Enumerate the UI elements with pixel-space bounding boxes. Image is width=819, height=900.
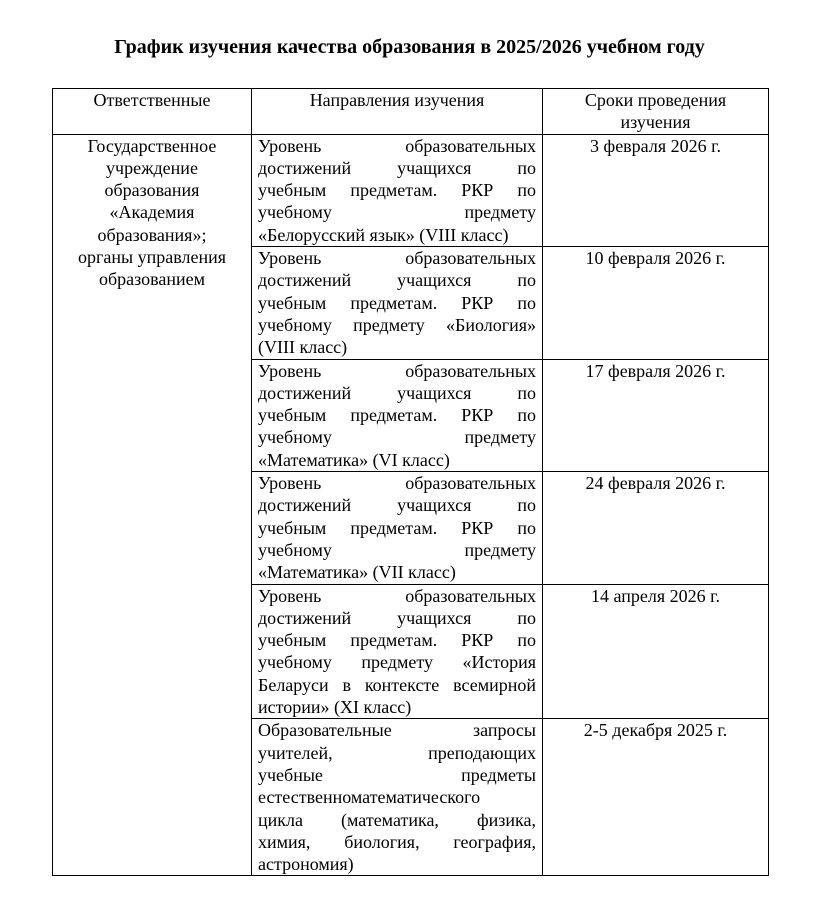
date-cell: 24 февраля 2026 г. xyxy=(542,471,769,585)
header-responsible: Ответственные xyxy=(52,88,252,135)
direction-line: цикла (математика, физика, xyxy=(258,809,536,830)
responsible-line: «Академия xyxy=(109,202,195,223)
direction-line: учебному предмету xyxy=(258,202,536,223)
document-title: График изучения качества образования в 2… xyxy=(114,36,705,58)
direction-line: достижений учащихся по xyxy=(258,157,536,178)
responsible-line: образованием xyxy=(98,269,206,290)
table-header-row: Ответственные Направления изучения Сроки… xyxy=(52,88,769,135)
table-row: Уровень образовательных достижений учащих… xyxy=(53,471,769,585)
direction-line: химия, биология, география, xyxy=(258,831,536,852)
direction-line: Образовательные запросы xyxy=(258,720,536,741)
header-dates: Сроки проведения изучения xyxy=(542,88,769,135)
table-row: Уровень образовательных достижений учащих… xyxy=(53,246,769,360)
date-cell: 17 февраля 2026 г. xyxy=(542,358,769,473)
table-row: Уровень образовательных достижений учащих… xyxy=(53,583,769,720)
direction-line: учебные предметы xyxy=(258,764,536,785)
direction-line: Беларуси в контексте всемирной xyxy=(258,674,536,695)
direction-cell: Образовательные запросы учителей, препода… xyxy=(251,718,543,877)
direction-cell: Уровень образовательных достижений учащих… xyxy=(251,471,543,585)
header-directions: Направления изучения xyxy=(251,88,543,135)
direction-line: Уровень образовательных xyxy=(258,248,536,269)
direction-line: «Математика» (VI класс) xyxy=(258,449,450,470)
direction-cell: Уровень образовательных достижений учащих… xyxy=(251,358,543,473)
responsible-line: образования»; xyxy=(97,224,207,245)
direction-cell: Уровень образовательных достижений учащих… xyxy=(251,583,543,720)
direction-line: естественноматематического xyxy=(258,787,481,808)
direction-line: учителей, преподающих xyxy=(258,742,536,763)
direction-line: учебным предметам. РКР по xyxy=(258,405,536,426)
direction-cell: Уровень образовательных достижений учащих… xyxy=(251,133,543,248)
direction-line: достижений учащихся по xyxy=(258,495,536,516)
direction-line: достижений учащихся по xyxy=(258,270,536,291)
direction-line: «Математика» (VII класс) xyxy=(258,562,456,583)
direction-line: учебным предметам. РКР по xyxy=(258,292,536,313)
direction-line: учебным предметам. РКР по xyxy=(258,517,536,538)
direction-line: учебному предмету xyxy=(258,539,536,560)
date-cell: 3 февраля 2026 г. xyxy=(542,133,769,248)
direction-line: Уровень образовательных xyxy=(258,135,536,156)
direction-line: учебным предметам. РКР по xyxy=(258,630,536,651)
responsible-line: учреждение xyxy=(106,157,198,178)
direction-line: учебному предмету «Биология» xyxy=(258,314,536,335)
responsible-line: образования xyxy=(104,180,200,201)
direction-line: Уровень образовательных xyxy=(258,585,536,606)
table-row: Государственное учреждение образования «Ака… xyxy=(52,133,769,877)
direction-line: достижений учащихся по xyxy=(258,607,536,628)
direction-line: Уровень образовательных xyxy=(258,473,536,494)
date-cell: 14 апреля 2026 г. xyxy=(542,583,769,720)
date-cell: 2-5 декабря 2025 г. xyxy=(542,718,769,877)
direction-line: астрономия) xyxy=(258,854,354,875)
direction-line: учебному предмету «История xyxy=(258,652,536,673)
date-cell: 10 февраля 2026 г. xyxy=(542,246,769,360)
direction-line: (VIII класс) xyxy=(258,337,348,358)
responsible-cell: Государственное учреждение образования «Ака… xyxy=(52,133,252,877)
direction-line: «Белорусский язык» (VIII класс) xyxy=(258,224,509,245)
table-row: Образовательные запросы учителей, препода… xyxy=(53,718,769,877)
table-row: Уровень образовательных достижений учащих… xyxy=(53,358,769,473)
direction-line: учебным предметам. РКР по xyxy=(258,180,536,201)
direction-line: Уровень образовательных xyxy=(258,360,536,381)
direction-cell: Уровень образовательных достижений учащих… xyxy=(251,246,543,360)
schedule-table: Ответственные Направления изучения Сроки… xyxy=(52,88,769,877)
direction-line: истории» (XI класс) xyxy=(258,697,412,718)
responsible-line: органы управления xyxy=(78,247,226,268)
responsible-line: Государственное xyxy=(87,135,217,156)
direction-line: достижений учащихся по xyxy=(258,382,536,403)
direction-line: учебному предмету xyxy=(258,427,536,448)
